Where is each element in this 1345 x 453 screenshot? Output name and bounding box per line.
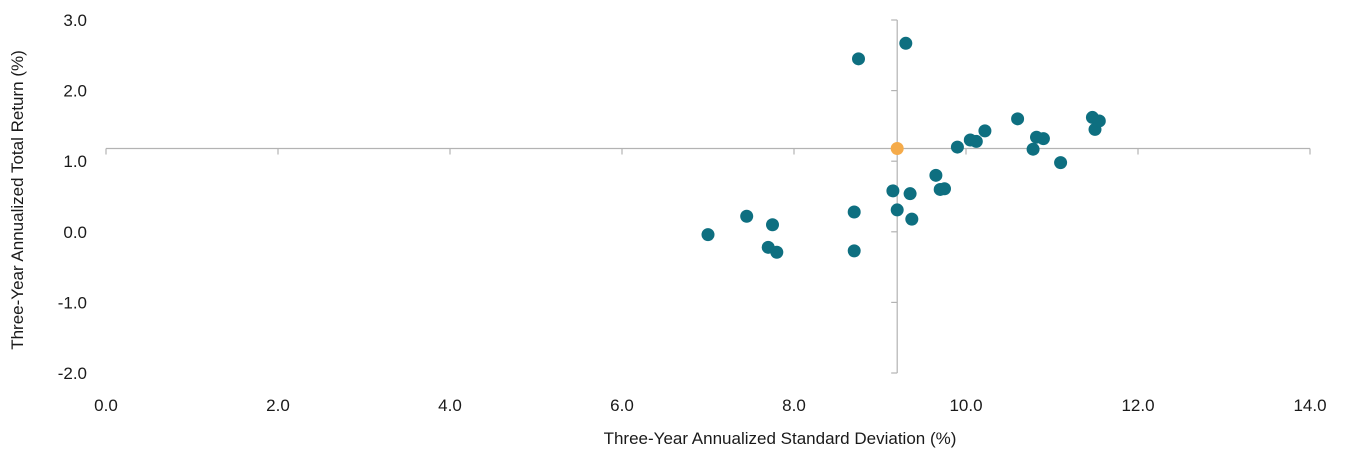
data-point xyxy=(770,245,784,259)
data-point xyxy=(950,140,964,154)
data-point xyxy=(1036,132,1050,146)
data-point xyxy=(1092,114,1106,128)
data-point xyxy=(1054,156,1068,170)
data-point xyxy=(852,52,865,66)
y-tick-label: 3.0 xyxy=(63,11,87,30)
data-point xyxy=(903,187,917,201)
x-tick-label: 10.0 xyxy=(949,396,982,415)
x-tick-label: 2.0 xyxy=(266,396,290,415)
x-tick-label: 6.0 xyxy=(610,396,634,415)
data-point xyxy=(847,205,861,219)
data-point xyxy=(978,124,992,138)
data-point xyxy=(905,212,919,226)
data-point xyxy=(890,203,904,217)
data-point xyxy=(740,209,754,223)
data-point xyxy=(766,218,779,232)
y-axis-ticks: 3.0 2.0 1.0 0.0 -1.0 -2.0 xyxy=(58,11,898,383)
data-point xyxy=(701,228,715,242)
y-tick-label: 1.0 xyxy=(63,152,87,171)
y-tick-label: -2.0 xyxy=(58,364,87,383)
highlight-point xyxy=(890,141,904,155)
y-tick-label: -1.0 xyxy=(58,293,87,312)
data-point xyxy=(886,184,900,198)
y-axis-title: Three-Year Annualized Total Return (%) xyxy=(8,50,27,350)
x-tick-label: 0.0 xyxy=(94,396,118,415)
x-tick-label: 4.0 xyxy=(438,396,462,415)
crosshair-lines xyxy=(106,20,1310,373)
data-point xyxy=(1011,112,1025,126)
x-axis-title: Three-Year Annualized Standard Deviation… xyxy=(604,429,957,448)
data-point xyxy=(969,134,983,148)
y-tick-label: 0.0 xyxy=(63,223,87,242)
y-tick-label: 2.0 xyxy=(63,82,87,101)
x-axis-ticks: 0.0 2.0 4.0 6.0 8.0 10.0 12.0 14.0 xyxy=(94,148,1327,415)
data-points xyxy=(701,36,1106,259)
x-tick-label: 8.0 xyxy=(782,396,806,415)
data-point xyxy=(847,244,861,258)
data-point xyxy=(938,182,951,196)
x-tick-label: 14.0 xyxy=(1293,396,1326,415)
data-point xyxy=(929,168,943,182)
data-point xyxy=(899,36,913,50)
x-tick-label: 12.0 xyxy=(1121,396,1154,415)
data-point xyxy=(1026,142,1040,156)
